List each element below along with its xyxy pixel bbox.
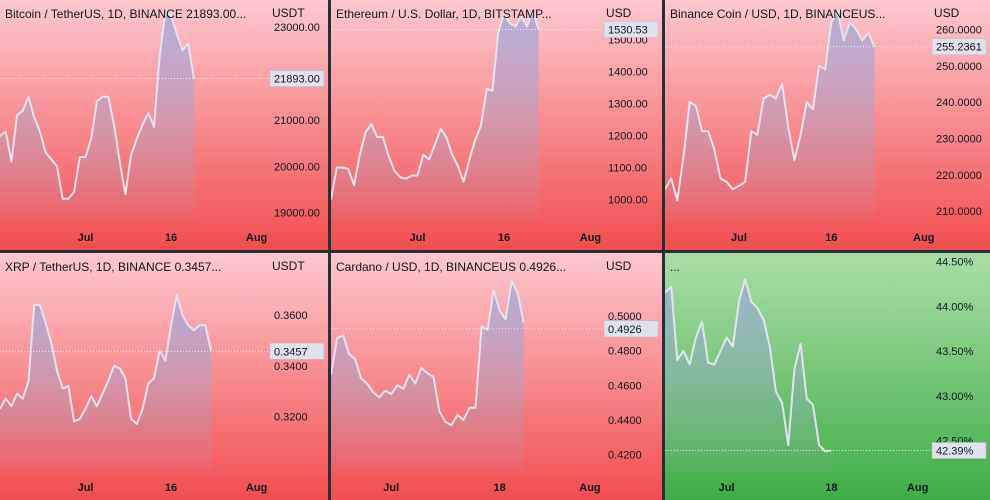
last-price-badge — [603, 21, 659, 38]
y-tick-label: 0.4800 — [608, 346, 642, 358]
x-tick-label: 16 — [165, 232, 177, 244]
x-tick-label: Jul — [78, 232, 94, 244]
chart-title: Cardano / USD, 1D, BINANCEUS 0.4926... — [336, 260, 567, 274]
last-price-badge — [269, 343, 325, 360]
y-tick-label: 19000.00 — [274, 208, 320, 220]
y-tick-label: 1300.00 — [608, 98, 648, 110]
currency-label: USDT — [272, 6, 305, 20]
chart-panel-4[interactable]: 0.3600 0.3400 0.3200 0.3457 Jul 16 Aug XRP / Te… — [0, 253, 328, 500]
currency-label: USD — [934, 6, 960, 20]
y-tick-label: 220.0000 — [936, 170, 982, 182]
y-tick-label: 250.0000 — [936, 61, 982, 73]
last-price-label: 0.4926 — [608, 324, 642, 336]
y-tick-label: 23000.00 — [274, 22, 320, 34]
chart-title: XRP / TetherUS, 1D, BINANCE 0.3457... — [5, 260, 222, 274]
y-tick-label: 1000.00 — [608, 195, 648, 207]
x-tick-label: Aug — [913, 232, 934, 244]
chart-svg: 0.5000 0.4800 0.4600 0.4400 0.4200 0.4926 Jul 1… — [331, 253, 662, 500]
y-tick-label: 43.50% — [936, 346, 974, 358]
x-tick-label: Jul — [383, 482, 399, 494]
y-tick-label: 20000.00 — [274, 161, 320, 173]
chart-title: Ethereum / U.S. Dollar, 1D, BITSTAMP... — [336, 7, 552, 21]
series-line — [0, 293, 212, 425]
chart-svg: 23000.00 21000.00 20000.00 19000.00 21893.00… — [0, 0, 328, 250]
series-line — [665, 278, 832, 453]
last-price-badge — [603, 320, 659, 338]
y-tick-label: 0.5000 — [608, 311, 642, 323]
y-tick-label: 1100.00 — [608, 163, 647, 175]
series-area — [0, 13, 194, 222]
y-tick-label: 44.00% — [936, 301, 974, 313]
chart-panel-6[interactable]: 44.50% 44.00% 43.50% 43.00% 42.50% 42.39% Jul 1… — [665, 253, 990, 500]
chart-svg: 260.0000 250.0000 240.0000 230.0000 220.0000… — [665, 0, 990, 250]
series-line — [665, 10, 876, 202]
x-tick-label: 16 — [825, 232, 837, 244]
series-line — [331, 280, 525, 427]
y-tick-label: 0.4200 — [608, 450, 642, 462]
last-price-label: 1530.53 — [608, 24, 648, 36]
y-tick-label: 0.3400 — [274, 361, 308, 373]
y-tick-label: 0.4400 — [608, 415, 642, 427]
chart-svg: 0.3600 0.3400 0.3200 0.3457 Jul 16 Aug — [0, 253, 328, 500]
x-tick-label: Jul — [731, 232, 747, 244]
y-tick-label: 260.0000 — [936, 24, 982, 36]
chart-panel-1[interactable]: 23000.00 21000.00 20000.00 19000.00 21893.00… — [0, 0, 328, 250]
x-tick-label: Aug — [907, 482, 928, 494]
chart-svg: 44.50%44.00%43.50%43.00%42.50%42.39%Jul 1… — [665, 253, 990, 500]
series-area — [331, 281, 524, 472]
currency-label: USDT — [272, 259, 305, 273]
last-price-badge — [931, 38, 987, 55]
chart-panel-2[interactable]: 1500.00 1400.00 1300.00 1200.00 1100.00 1000.… — [331, 0, 662, 250]
y-tick-label: 230.0000 — [936, 133, 982, 145]
x-tick-label: Aug — [579, 482, 600, 494]
last-price-label: 21893.00 — [274, 74, 320, 86]
x-tick-label: 16 — [165, 482, 177, 494]
chart-title: ... — [670, 260, 681, 274]
last-price-badge — [931, 442, 987, 459]
x-tick-label: Jul — [78, 482, 94, 494]
currency-label: USD — [606, 6, 632, 20]
series-line — [0, 12, 195, 200]
last-price-label: 42.39% — [936, 446, 974, 458]
currency-label: USD — [606, 259, 632, 273]
x-tick-label: Aug — [580, 232, 601, 244]
y-tick-label: 1400.00 — [608, 66, 648, 78]
chart-panel-5[interactable]: 0.5000 0.4800 0.4600 0.4400 0.4200 0.4926 Jul 1… — [331, 253, 662, 500]
y-tick-label: 240.0000 — [936, 97, 982, 109]
x-tick-label: 18 — [493, 482, 505, 494]
chart-title: Binance Coin / USD, 1D, BINANCEUS... — [670, 7, 886, 21]
y-tick-label: 210.0000 — [936, 206, 982, 218]
x-tick-label: Jul — [410, 232, 426, 244]
chart-panel-3[interactable]: 260.0000 250.0000 240.0000 230.0000 220.0000… — [665, 0, 990, 250]
y-tick-label: 21000.00 — [274, 115, 320, 127]
y-tick-label: 0.4600 — [608, 380, 642, 392]
x-tick-label: Jul — [719, 482, 735, 494]
x-tick-label: 16 — [498, 232, 510, 244]
y-tick-label: 1200.00 — [608, 130, 648, 142]
y-tick-label: 44.50% — [936, 256, 974, 268]
series-area — [665, 279, 832, 472]
last-price-label: 0.3457 — [274, 346, 308, 358]
y-tick-label: 0.3200 — [274, 411, 308, 423]
x-tick-label: Aug — [246, 232, 267, 244]
series-area — [331, 10, 539, 223]
y-tick-label: 0.3600 — [274, 310, 308, 322]
series-line — [331, 9, 540, 200]
x-tick-label: Aug — [246, 482, 267, 494]
chart-svg: 1500.001400.001300.001200.001100.001000.… — [331, 0, 662, 250]
x-tick-label: 18 — [825, 482, 837, 494]
chart-title: Bitcoin / TetherUS, 1D, BINANCE 21893.00… — [5, 7, 247, 21]
series-area — [0, 294, 211, 472]
last-price-badge — [269, 70, 325, 87]
series-area — [665, 11, 875, 222]
y-tick-label: 43.00% — [936, 391, 974, 403]
last-price-label: 255.2361 — [936, 42, 982, 54]
